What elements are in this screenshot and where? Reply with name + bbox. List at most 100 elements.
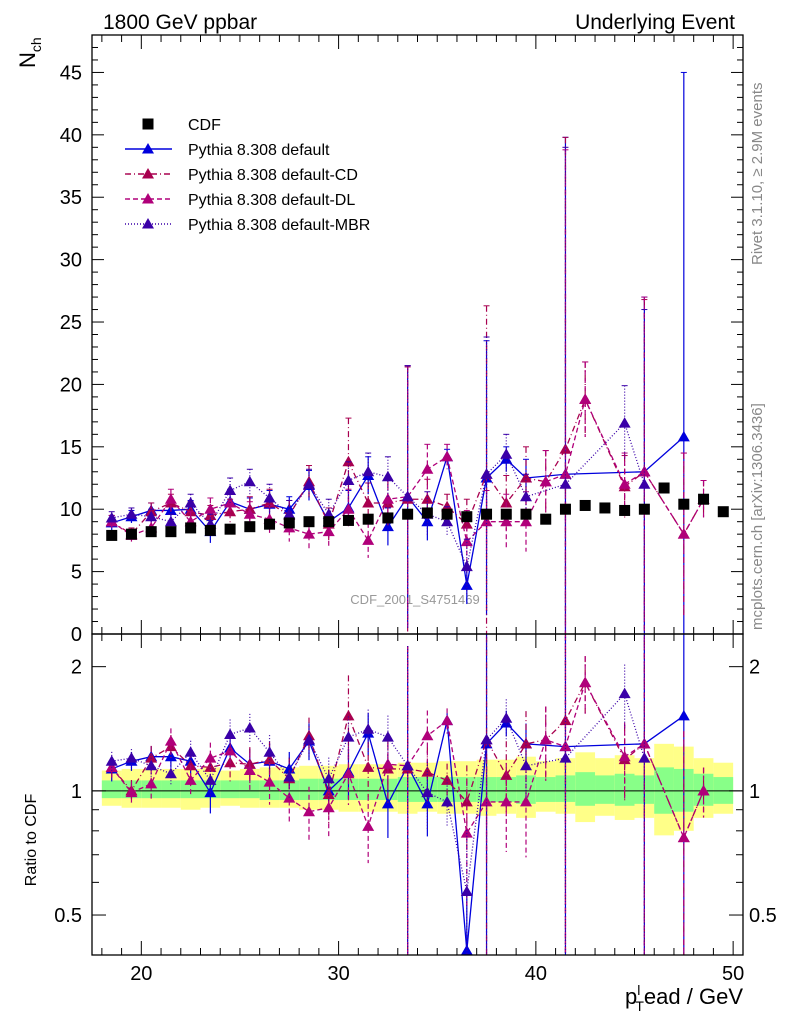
main-ylabel-sub: ch xyxy=(28,37,44,52)
series-point xyxy=(500,496,513,508)
series-point xyxy=(303,478,315,489)
legend-entry: Pythia 8.308 default xyxy=(125,142,330,159)
cdf-point xyxy=(678,498,690,510)
ratio-point xyxy=(184,746,197,757)
series-point xyxy=(184,496,197,508)
legend-label: Pythia 8.308 default xyxy=(188,142,330,159)
series-point xyxy=(164,493,177,504)
ratio-point xyxy=(303,805,315,817)
ratio-point xyxy=(677,709,690,721)
ratio-point xyxy=(441,714,454,726)
ratio-point xyxy=(125,752,138,763)
cdf-point xyxy=(382,512,394,524)
legend-marker xyxy=(142,218,154,229)
ratio-point xyxy=(263,746,276,757)
ratio-point xyxy=(164,750,177,762)
series-point xyxy=(520,472,532,483)
ratio-point xyxy=(421,797,434,809)
legend-entry: Pythia 8.308 default-MBR xyxy=(125,217,370,234)
series-point xyxy=(125,508,138,519)
series-line xyxy=(111,436,685,586)
ratio-ytick-label-right: 0.5 xyxy=(749,905,777,927)
series-point xyxy=(559,468,572,479)
series-point xyxy=(362,465,375,477)
xlabel-rest: ead / GeV xyxy=(644,984,743,1009)
ratio-series-pythia-8-308-default-mbr xyxy=(105,634,651,955)
ratio-point xyxy=(204,761,217,772)
series-point xyxy=(500,515,513,527)
series-point xyxy=(677,528,690,539)
ratio-xlabel: pl Tead / GeV xyxy=(625,982,743,1014)
cdf-point xyxy=(244,521,256,533)
series-point xyxy=(638,465,651,477)
ratio-ytick-label: 1 xyxy=(71,781,82,803)
ratio-point xyxy=(460,827,473,838)
cdf-point xyxy=(125,528,137,540)
cdf-point xyxy=(540,513,552,525)
main-ytick-label: 15 xyxy=(60,437,82,459)
right-title: Underlying Event xyxy=(575,11,735,34)
ratio-point xyxy=(283,771,296,782)
legend-label: CDF xyxy=(188,117,221,134)
ratio-point xyxy=(381,731,394,742)
cdf-point xyxy=(461,511,473,523)
band-green xyxy=(279,780,300,801)
cdf-point xyxy=(559,503,571,515)
series-point xyxy=(105,511,118,523)
band-green xyxy=(595,775,615,804)
series-point xyxy=(263,491,276,503)
ratio-point xyxy=(204,752,217,763)
ratio-point xyxy=(362,761,375,772)
series-point xyxy=(520,515,532,527)
ratio-point xyxy=(184,774,197,785)
ratio-point xyxy=(105,761,118,772)
series-point xyxy=(362,496,375,508)
ratio-point xyxy=(500,712,513,723)
ratio-xtick-label: 50 xyxy=(722,963,744,985)
cdf-point xyxy=(421,507,433,519)
left-title: 1800 GeV ppbar xyxy=(103,11,257,34)
cdf-point xyxy=(185,522,197,534)
axes: 0 5 10 15 20 25 30 35 40 45 20 30 40 50 0.5 0.5 1 1 2 2 xyxy=(54,34,777,985)
legend-marker xyxy=(142,193,154,204)
main-ytick-label: 30 xyxy=(60,250,82,272)
ratio-point xyxy=(243,722,256,733)
ratio-point xyxy=(480,733,493,745)
series-point xyxy=(381,493,394,504)
ratio-point xyxy=(105,755,118,766)
series-point xyxy=(342,455,355,467)
series-point xyxy=(441,515,454,527)
legend-entry: Pythia 8.308 default-CD xyxy=(125,167,358,184)
main-ytick-label: 5 xyxy=(71,562,82,584)
ratio-point xyxy=(145,777,158,789)
ratio-point xyxy=(145,759,158,771)
ratio-point xyxy=(460,885,473,897)
legend-entry: Pythia 8.308 default-DL xyxy=(125,192,355,209)
main-ytick-label: 25 xyxy=(60,312,82,334)
legend-label: Pythia 8.308 default-DL xyxy=(188,192,355,209)
watermark: CDF_2001_S4751469 xyxy=(350,592,479,607)
ratio-ytick-label: 2 xyxy=(71,657,82,679)
band-green xyxy=(220,780,240,799)
series-point xyxy=(184,505,197,517)
ratio-series-pythia-8-308-default-dl xyxy=(105,634,710,955)
ratio-point xyxy=(342,731,355,742)
legend-marker-cdf xyxy=(142,118,154,130)
series-point xyxy=(520,490,532,502)
series-point xyxy=(421,463,434,474)
legend-entry: CDF xyxy=(142,117,221,134)
series-point xyxy=(500,448,513,459)
legend: CDF Pythia 8.308 default Pythia 8.308 defa… xyxy=(125,117,370,234)
ratio-point xyxy=(164,735,177,746)
cdf-point xyxy=(342,514,354,526)
ratio-point xyxy=(204,774,217,785)
series-point xyxy=(322,525,335,537)
series-point xyxy=(322,508,335,519)
series-point xyxy=(441,450,454,462)
ratio-xtick-label: 20 xyxy=(130,963,152,985)
cdf-point xyxy=(658,482,670,494)
cdf-point xyxy=(165,526,177,538)
ratio-point xyxy=(381,758,394,769)
cdf-point xyxy=(264,518,276,530)
